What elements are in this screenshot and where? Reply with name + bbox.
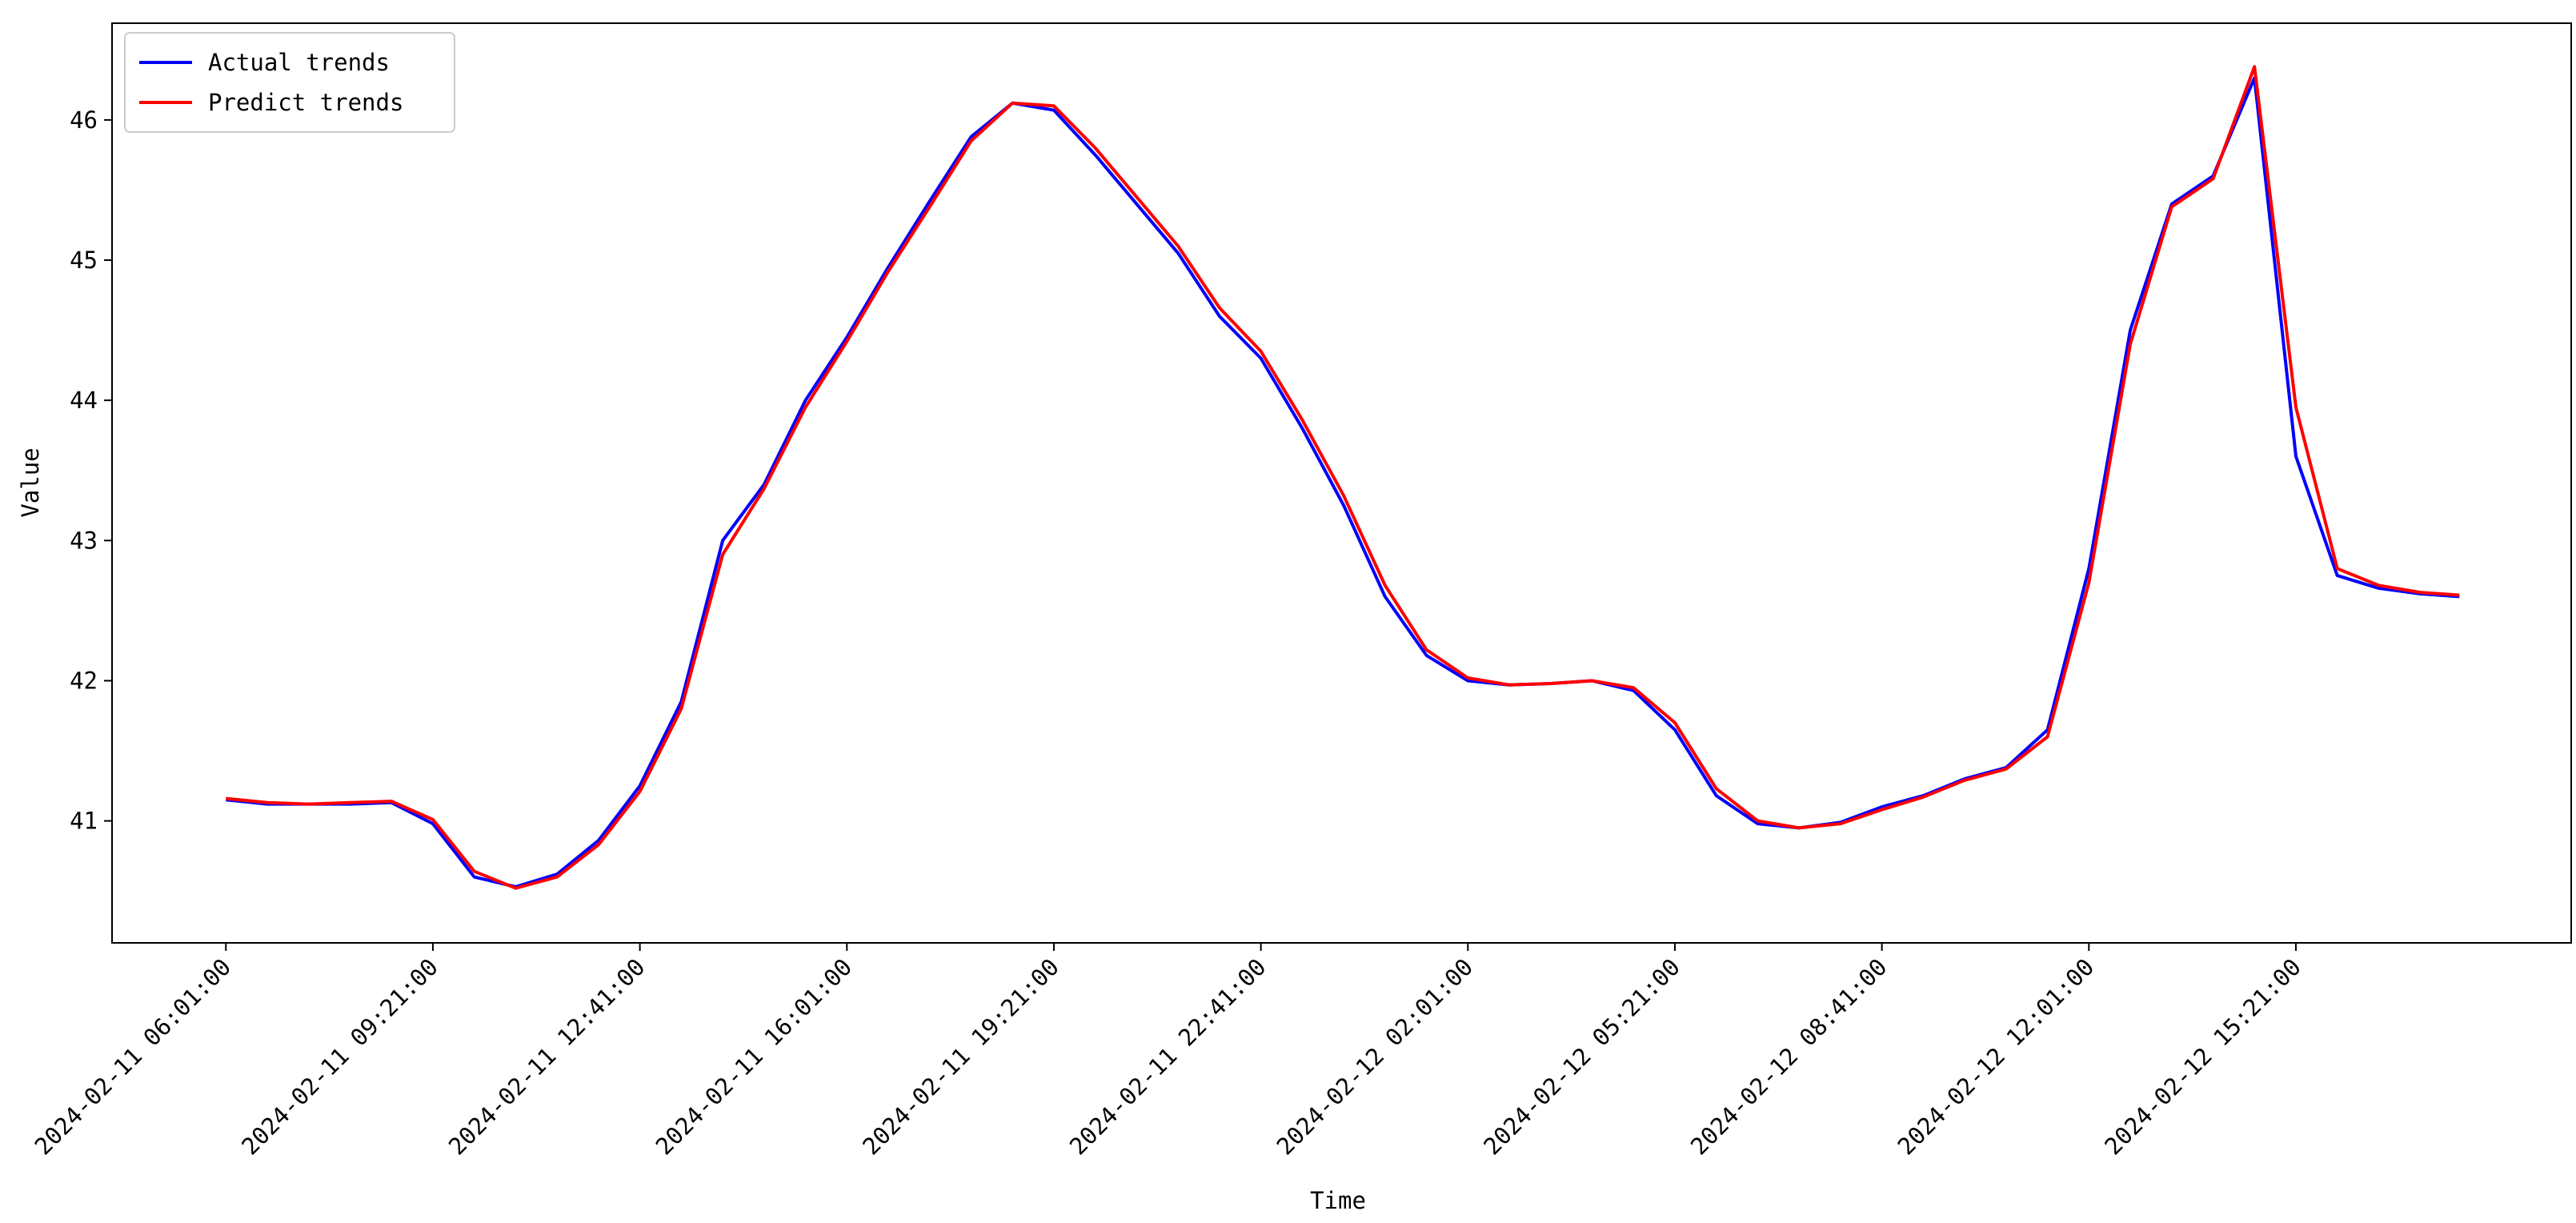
y-tick-label: 45 xyxy=(70,247,98,274)
y-tick-label: 41 xyxy=(70,808,98,835)
x-tick-label: 2024-02-11 12:41:00 xyxy=(443,953,651,1161)
series-line xyxy=(226,65,2460,890)
y-axis-label: Value xyxy=(17,447,44,517)
y-tick-label: 46 xyxy=(70,106,98,134)
x-tick-label: 2024-02-11 06:01:00 xyxy=(30,953,237,1161)
legend-label: Predict trends xyxy=(208,89,403,116)
y-tick-label: 44 xyxy=(70,387,98,414)
x-tick-label: 2024-02-11 09:21:00 xyxy=(236,953,443,1161)
x-tick-label: 2024-02-11 22:41:00 xyxy=(1064,953,1272,1161)
x-tick-label: 2024-02-12 15:21:00 xyxy=(2099,953,2306,1161)
x-tick-label: 2024-02-11 19:21:00 xyxy=(857,953,1064,1161)
x-tick-label: 2024-02-12 12:01:00 xyxy=(1893,953,2100,1161)
legend: Actual trends Predict trends xyxy=(124,32,455,133)
series-line xyxy=(226,76,2460,888)
plot-frame xyxy=(111,22,2572,944)
y-tick-label: 43 xyxy=(70,527,98,554)
x-axis-label: Time xyxy=(1310,1187,1366,1214)
x-tick-label: 2024-02-11 16:01:00 xyxy=(651,953,858,1161)
x-tick-label: 2024-02-12 05:21:00 xyxy=(1478,953,1685,1161)
x-tick-label: 2024-02-12 02:01:00 xyxy=(1272,953,1479,1161)
legend-label: Actual trends xyxy=(208,49,390,76)
y-tick-label: 42 xyxy=(70,667,98,694)
legend-box xyxy=(124,32,455,133)
x-tick-label: 2024-02-12 08:41:00 xyxy=(1685,953,1893,1161)
